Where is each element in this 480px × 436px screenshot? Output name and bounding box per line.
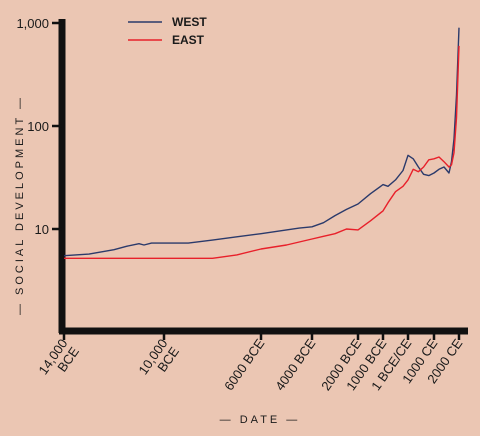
- y-axis-title: — SOCIAL DEVELOPMENT —: [14, 95, 26, 315]
- x-axis-title: — DATE —: [220, 414, 301, 426]
- series-line-east: [64, 45, 460, 259]
- x-tick-label-group: 14,000BCE: [35, 336, 82, 385]
- y-tick-label: 100: [27, 119, 49, 134]
- series-layer: [63, 27, 460, 259]
- x-tick-label: 6000 BCE: [221, 336, 267, 393]
- legend-label-east: EAST: [172, 33, 205, 47]
- y-tick-label: 1,000: [16, 16, 49, 31]
- x-tick-label: 10,000BCE: [135, 336, 182, 385]
- series-line-west: [63, 27, 460, 257]
- x-tick-label: 4000 BCE: [272, 336, 318, 393]
- x-tick-label-group: 10,000BCE: [135, 336, 182, 385]
- chart-axes: 10 100 1,000 14,000BCE 10,000BCE 6000 BCE 4000…: [16, 16, 468, 393]
- x-tick-label-group: 4000 BCE: [272, 336, 318, 393]
- y-tick-label: 10: [35, 222, 49, 237]
- legend-label-west: WEST: [172, 15, 207, 29]
- x-tick-label-group: 6000 BCE: [221, 336, 267, 393]
- legend: WEST EAST: [128, 15, 207, 47]
- x-tick-label: 14,000BCE: [35, 336, 82, 385]
